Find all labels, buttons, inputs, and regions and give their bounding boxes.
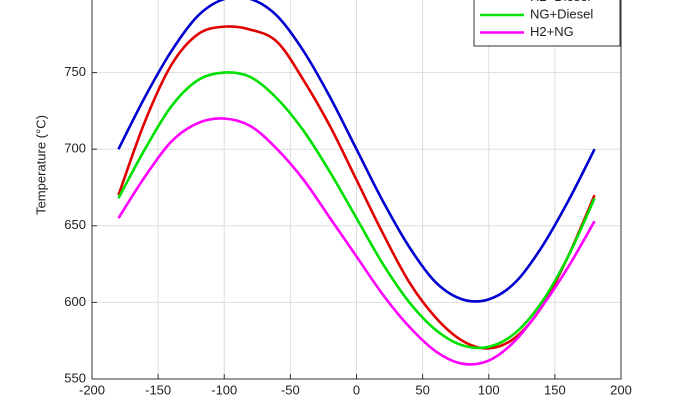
x-tick-label: 50 <box>415 382 429 397</box>
y-tick-label: 750 <box>64 64 86 79</box>
y-tick-label: 550 <box>64 370 86 385</box>
x-tick-label: -150 <box>145 382 171 397</box>
x-tick-label: -200 <box>79 382 105 397</box>
y-tick-label: 700 <box>64 141 86 156</box>
series-line <box>117 71 596 350</box>
y-tick-label: 650 <box>64 217 86 232</box>
plot-frame <box>91 0 622 380</box>
legend-label: H2+Diesel <box>530 0 590 4</box>
legend-label: H2+NG <box>530 24 574 39</box>
legend-box <box>473 0 621 47</box>
x-tick-label: 200 <box>610 382 632 397</box>
series-line <box>117 0 596 303</box>
y-axis-label: Temperature (°C) <box>33 115 48 215</box>
x-tick-label: 150 <box>544 382 566 397</box>
x-tick-label: -50 <box>281 382 300 397</box>
series-line <box>117 117 596 366</box>
series-line <box>117 25 596 350</box>
x-tick-label: 0 <box>353 382 360 397</box>
y-tick-label: 600 <box>64 294 86 309</box>
x-tick-label: -100 <box>211 382 237 397</box>
x-tick-label: 100 <box>478 382 500 397</box>
legend-label: NG+Diesel <box>530 6 593 21</box>
